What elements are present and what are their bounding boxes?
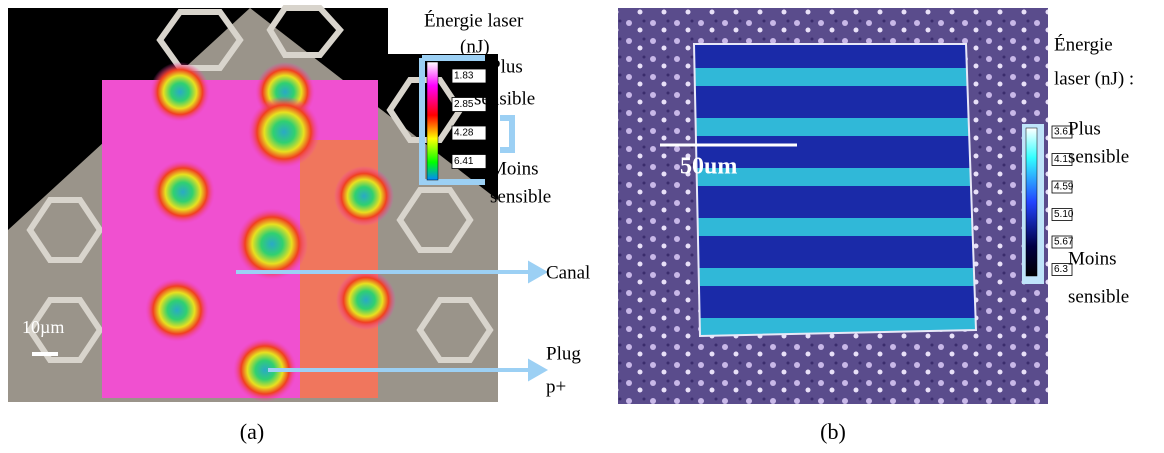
tick-label: 4.59 [1054,182,1074,193]
legend-title: (nJ) [460,36,490,57]
panel-label: (a) [240,419,264,444]
tick-label: 5.10 [1054,209,1074,220]
tick-box [1051,263,1073,276]
tick-box [1051,208,1073,221]
legend-title: laser (nJ) : [1054,68,1134,89]
legend-low: sensible [1068,286,1129,307]
legend-high: Plus [1068,118,1101,139]
tick-box [1051,235,1073,249]
tick-label: 6.3 [1054,264,1068,275]
tick-label: 6.41 [454,156,474,167]
legend-title: Énergie laser [424,9,524,31]
tick-label: 2.85 [454,99,474,110]
tick-box [451,154,487,169]
scale-bar-label: 50um [680,154,737,180]
image-a [8,5,498,402]
annotation: p+ [546,376,566,397]
tick-group: 1.83 2.85 4.28 6.41 [451,68,487,169]
tick-label: 1.83 [454,71,474,82]
image-b [618,8,1048,404]
legend-bracket [419,55,515,185]
annotation: Plug [546,343,581,364]
colorbar [426,61,439,181]
tick-box [1051,153,1073,166]
colorbar [1025,127,1038,277]
legend-low: Moins [1068,248,1117,269]
tick-label: 4.1 [1054,154,1068,165]
tick-box [451,68,487,84]
scale-bar-label: 10µm [22,317,64,337]
annotation: Canal [546,262,590,283]
legend-bg [388,4,498,54]
legend-low: sensible [490,186,551,207]
tick-box [1051,125,1073,139]
legend-high: sensible [1068,146,1129,167]
tick-box [451,97,487,112]
tick-group: 3.6 4.1 4.59 5.10 5.67 6.3 [1051,125,1074,276]
tick-label: 3.6 [1054,127,1068,138]
legend-low: Moins [490,158,539,179]
tick-label: 5.67 [1054,237,1074,248]
legend-high: sensible [474,88,535,109]
tick-box [1051,180,1073,194]
panel-label: (b) [820,419,846,444]
legend-title: Énergie [1054,33,1113,55]
arrow [236,260,549,382]
tick-label: 4.28 [454,128,474,139]
tick-box [451,125,487,141]
legend-high: Plus [490,56,523,77]
